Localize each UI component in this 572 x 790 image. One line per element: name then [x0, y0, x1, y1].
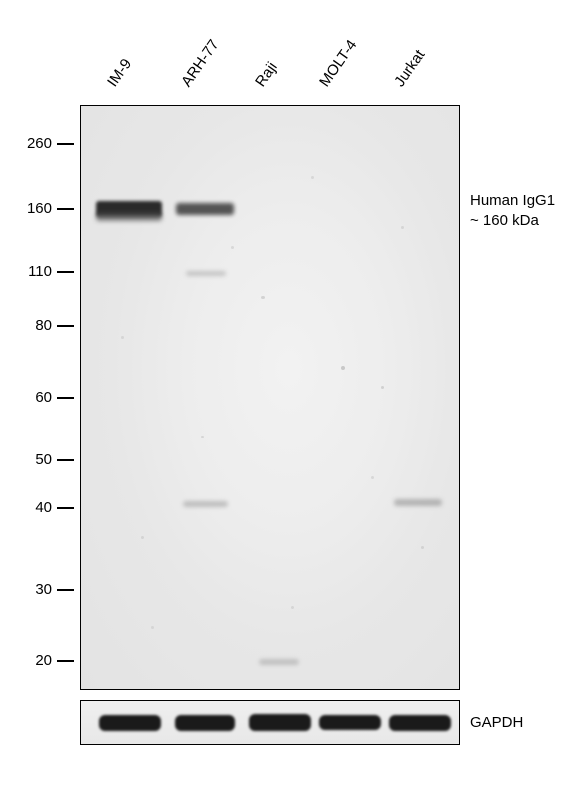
noise-speckle	[371, 476, 374, 479]
gapdh-label: GAPDH	[470, 714, 523, 731]
blot-band	[183, 501, 228, 507]
lane-label: MOLT-4	[316, 37, 360, 90]
noise-speckle	[141, 536, 144, 539]
gapdh-band	[175, 715, 235, 731]
mw-label: 50	[12, 451, 52, 468]
gapdh-band	[389, 715, 451, 731]
mw-label: 160	[12, 200, 52, 217]
mw-tick	[57, 271, 74, 273]
mw-label: 30	[12, 581, 52, 598]
noise-speckle	[381, 386, 384, 389]
lane-label: ARH-77	[178, 37, 223, 90]
noise-speckle	[401, 226, 404, 229]
figure-container: IM-9 ARH-77 Raji MOLT-4 Jurkat 260 160 1…	[0, 0, 572, 790]
mw-tick	[57, 325, 74, 327]
mw-tick	[57, 507, 74, 509]
noise-speckle	[341, 366, 345, 370]
mw-label: 260	[12, 135, 52, 152]
main-blot	[80, 105, 460, 690]
mw-annotation: ~ 160 kDa	[470, 212, 539, 229]
noise-speckle	[201, 436, 204, 438]
blot-band	[96, 213, 162, 221]
lane-label: IM-9	[104, 56, 135, 90]
mw-tick	[57, 660, 74, 662]
mw-label: 80	[12, 317, 52, 334]
mw-label: 110	[12, 263, 52, 280]
noise-speckle	[311, 176, 314, 179]
mw-tick	[57, 589, 74, 591]
noise-speckle	[421, 546, 424, 549]
mw-label: 40	[12, 499, 52, 516]
noise-speckle	[151, 626, 154, 629]
mw-tick	[57, 143, 74, 145]
lane-label: Raji	[252, 59, 281, 90]
blot-band	[259, 659, 299, 665]
noise-speckle	[231, 246, 234, 249]
noise-speckle	[121, 336, 124, 339]
mw-tick	[57, 208, 74, 210]
gapdh-band	[99, 715, 161, 731]
blot-background	[81, 106, 459, 689]
noise-speckle	[261, 296, 265, 299]
mw-label: 20	[12, 652, 52, 669]
blot-band	[394, 499, 442, 506]
mw-tick	[57, 459, 74, 461]
gapdh-blot	[80, 700, 460, 745]
gapdh-band	[249, 714, 311, 731]
lane-label: Jurkat	[391, 47, 428, 90]
mw-tick	[57, 397, 74, 399]
blot-band	[186, 271, 226, 276]
noise-speckle	[291, 606, 294, 609]
gapdh-band	[319, 715, 381, 730]
blot-band	[176, 203, 234, 215]
target-protein-label: Human IgG1	[470, 192, 555, 209]
mw-label: 60	[12, 389, 52, 406]
